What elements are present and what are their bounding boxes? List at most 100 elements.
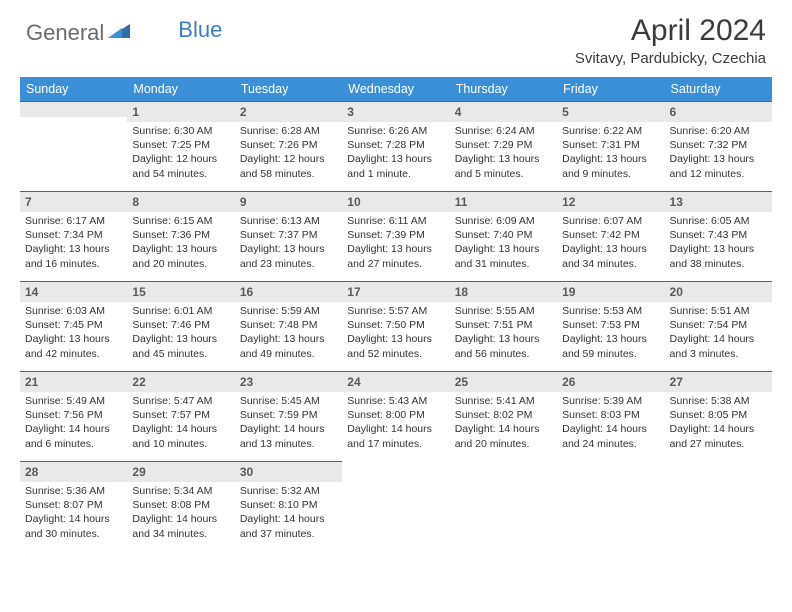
day-info-line: and 34 minutes. [562, 257, 659, 271]
day-info-line: Daylight: 13 hours [670, 152, 767, 166]
day-info-line: and 37 minutes. [240, 527, 337, 541]
day-info: Sunrise: 6:15 AMSunset: 7:36 PMDaylight:… [127, 212, 234, 271]
day-number: 26 [562, 375, 575, 389]
day-info: Sunrise: 6:13 AMSunset: 7:37 PMDaylight:… [235, 212, 342, 271]
day-info: Sunrise: 6:24 AMSunset: 7:29 PMDaylight:… [450, 122, 557, 181]
day-info-line: Sunrise: 6:07 AM [562, 214, 659, 228]
calendar-cell: 8 Sunrise: 6:15 AMSunset: 7:36 PMDaylight… [127, 191, 234, 281]
calendar-cell: 26Sunrise: 5:39 AMSunset: 8:03 PMDayligh… [557, 371, 664, 461]
logo-text-blue: Blue [178, 17, 222, 43]
day-info-line: and 9 minutes. [562, 167, 659, 181]
calendar-cell: 2Sunrise: 6:28 AMSunset: 7:26 PMDaylight… [235, 101, 342, 191]
day-info-line: Sunrise: 5:36 AM [25, 484, 122, 498]
day-info-line: Daylight: 13 hours [455, 332, 552, 346]
day-info-line: Sunrise: 5:32 AM [240, 484, 337, 498]
day-header: Friday [557, 77, 664, 101]
calendar-cell [20, 101, 127, 191]
day-number: 22 [132, 375, 145, 389]
day-info-line: Daylight: 13 hours [562, 242, 659, 256]
day-number: 1 [132, 105, 139, 119]
day-info: Sunrise: 5:57 AMSunset: 7:50 PMDaylight:… [342, 302, 449, 361]
calendar-cell: 14Sunrise: 6:03 AMSunset: 7:45 PMDayligh… [20, 281, 127, 371]
calendar-cell: 7Sunrise: 6:17 AMSunset: 7:34 PMDaylight… [20, 191, 127, 281]
day-info-line: Daylight: 13 hours [670, 242, 767, 256]
day-number-bar: 12 [557, 191, 664, 212]
day-info-line: Daylight: 14 hours [670, 332, 767, 346]
day-info-line: Daylight: 13 hours [562, 152, 659, 166]
day-info-line: and 27 minutes. [670, 437, 767, 451]
day-info-line: and 30 minutes. [25, 527, 122, 541]
calendar-cell: 17 Sunrise: 5:57 AMSunset: 7:50 PMDayligh… [342, 281, 449, 371]
day-number: 8 [132, 195, 139, 209]
day-info: Sunrise: 5:36 AMSunset: 8:07 PMDaylight:… [20, 482, 127, 541]
day-info-line: Sunrise: 5:38 AM [670, 394, 767, 408]
day-info-line: and 6 minutes. [25, 437, 122, 451]
day-info-line: Daylight: 14 hours [25, 422, 122, 436]
day-info: Sunrise: 6:09 AMSunset: 7:40 PMDaylight:… [450, 212, 557, 271]
calendar-cell: 21Sunrise: 5:49 AMSunset: 7:56 PMDayligh… [20, 371, 127, 461]
day-info-line: Sunset: 8:02 PM [455, 408, 552, 422]
day-number-bar: 17 [342, 281, 449, 302]
calendar-cell: 9Sunrise: 6:13 AMSunset: 7:37 PMDaylight… [235, 191, 342, 281]
day-number: 16 [240, 285, 253, 299]
day-number-bar: 9 [235, 191, 342, 212]
day-info-line: Sunrise: 6:22 AM [562, 124, 659, 138]
calendar-cell [342, 461, 449, 551]
day-number: 23 [240, 375, 253, 389]
day-info-line: Sunset: 8:00 PM [347, 408, 444, 422]
day-info-line: Daylight: 14 hours [455, 422, 552, 436]
day-info-line: and 58 minutes. [240, 167, 337, 181]
day-number-bar: 29 [127, 461, 234, 482]
day-info-line: and 59 minutes. [562, 347, 659, 361]
day-info-line: Sunset: 7:34 PM [25, 228, 122, 242]
calendar-cell: 16 Sunrise: 5:59 AMSunset: 7:48 PMDayligh… [235, 281, 342, 371]
day-info-line: Daylight: 13 hours [455, 152, 552, 166]
day-info-line: Sunrise: 5:47 AM [132, 394, 229, 408]
calendar-week-row: 28Sunrise: 5:36 AMSunset: 8:07 PMDayligh… [20, 461, 772, 551]
day-number-bar: 28 [20, 461, 127, 482]
day-number: 7 [25, 195, 32, 209]
calendar-cell: 10Sunrise: 6:11 AMSunset: 7:39 PMDayligh… [342, 191, 449, 281]
day-info-line: and 24 minutes. [562, 437, 659, 451]
day-header: Sunday [20, 77, 127, 101]
day-info-line: Sunset: 8:03 PM [562, 408, 659, 422]
day-info-line: Sunset: 8:05 PM [670, 408, 767, 422]
day-number: 17 [347, 285, 360, 299]
day-number-bar: 22 [127, 371, 234, 392]
day-number-bar: 20 [665, 281, 772, 302]
day-info-line: Sunset: 8:10 PM [240, 498, 337, 512]
day-info-line: and 16 minutes. [25, 257, 122, 271]
day-info-line: and 3 minutes. [670, 347, 767, 361]
calendar-table: Sunday Monday Tuesday Wednesday Thursday… [20, 77, 772, 551]
day-info-line: and 49 minutes. [240, 347, 337, 361]
day-info-line: Sunset: 7:25 PM [132, 138, 229, 152]
day-info-line: Daylight: 13 hours [240, 242, 337, 256]
day-info-line: and 34 minutes. [132, 527, 229, 541]
day-info-line: and 56 minutes. [455, 347, 552, 361]
day-number: 25 [455, 375, 468, 389]
day-info-line: Sunrise: 5:41 AM [455, 394, 552, 408]
day-info-line: Daylight: 13 hours [562, 332, 659, 346]
location-text: Svitavy, Pardubicky, Czechia [575, 50, 766, 67]
day-info-line: and 27 minutes. [347, 257, 444, 271]
day-info-line: Sunset: 7:54 PM [670, 318, 767, 332]
day-number-bar: 7 [20, 191, 127, 212]
day-info: Sunrise: 5:59 AMSunset: 7:48 PMDaylight:… [235, 302, 342, 361]
day-number-bar: 15 [127, 281, 234, 302]
day-info-line: Sunrise: 5:53 AM [562, 304, 659, 318]
day-info-line: Sunrise: 6:11 AM [347, 214, 444, 228]
day-number: 12 [562, 195, 575, 209]
day-number: 15 [132, 285, 145, 299]
day-info-line: and 54 minutes. [132, 167, 229, 181]
day-number: 20 [670, 285, 683, 299]
day-info-line: Sunset: 7:43 PM [670, 228, 767, 242]
day-info-line: Sunset: 7:31 PM [562, 138, 659, 152]
day-info: Sunrise: 5:45 AMSunset: 7:59 PMDaylight:… [235, 392, 342, 451]
day-info-line: Sunrise: 6:20 AM [670, 124, 767, 138]
calendar-cell: 24Sunrise: 5:43 AMSunset: 8:00 PMDayligh… [342, 371, 449, 461]
day-info-line: Sunrise: 6:26 AM [347, 124, 444, 138]
day-number: 24 [347, 375, 360, 389]
logo-triangle-icon [108, 22, 130, 43]
day-number: 30 [240, 465, 253, 479]
day-info: Sunrise: 6:07 AMSunset: 7:42 PMDaylight:… [557, 212, 664, 271]
